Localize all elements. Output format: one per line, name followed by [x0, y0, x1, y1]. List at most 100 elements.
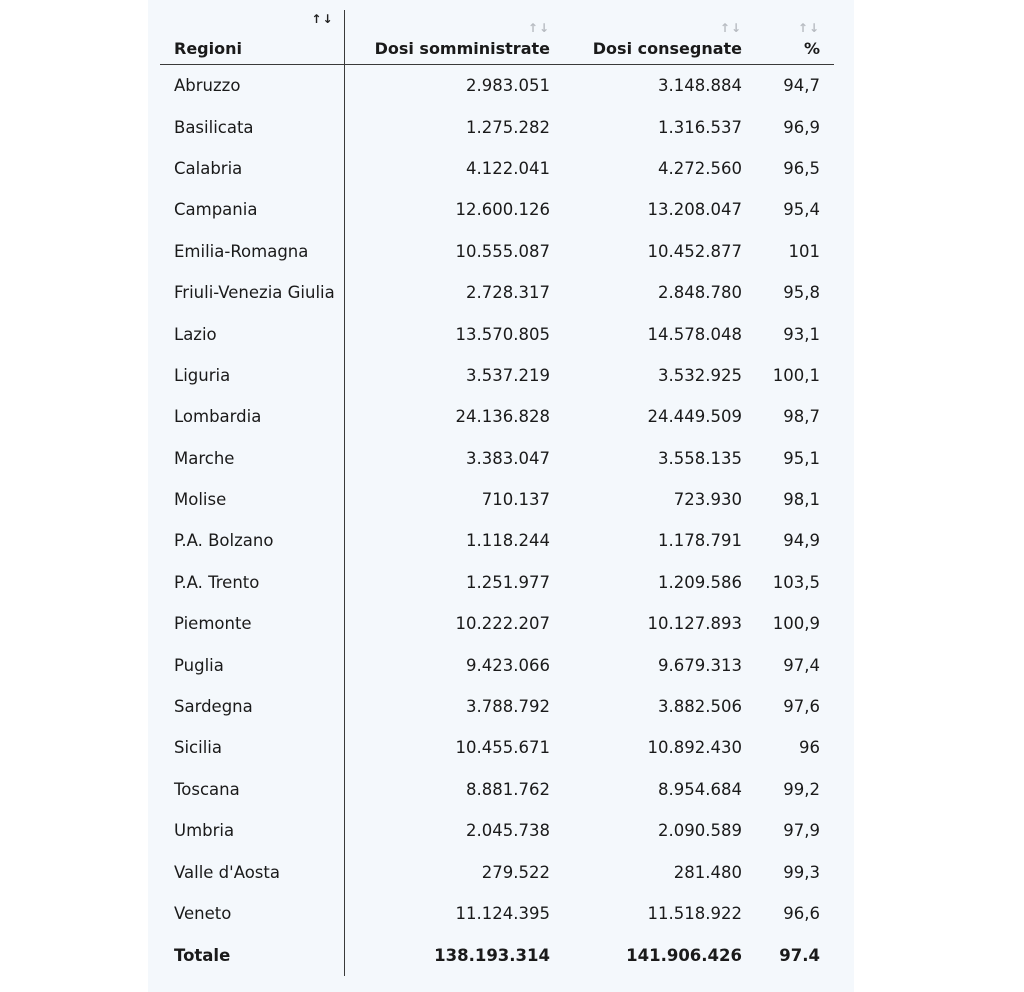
cell-somministrate: 10.455.671 — [455, 738, 550, 758]
column-header-consegnate[interactable]: ↑↓ Dosi consegnate — [564, 10, 756, 65]
column-header-label: % — [803, 39, 820, 58]
cell-regione: Marche — [160, 437, 345, 479]
cell-percent: 96,6 — [783, 904, 820, 923]
table-row: P.A. Trento 1.251.977 1.209.586 103,5 — [160, 561, 834, 604]
total-label: Totale — [160, 934, 345, 977]
cell-somministrate: 3.788.792 — [466, 697, 550, 717]
cell-consegnate: 11.518.922 — [647, 904, 742, 923]
cell-percent: 94,7 — [783, 76, 820, 96]
table-body: Abruzzo 2.983.051 3.148.884 94,7 Basilicata 1… — [160, 64, 834, 935]
vaccine-doses-table: ↑↓ Regioni ↑↓ Dosi somministrate ↑↓ Dosi… — [160, 10, 834, 977]
cell-consegnate: 8.954.684 — [658, 779, 742, 799]
table-row: Molise 710.137 723.930 98,1 — [160, 478, 834, 521]
cell-regione: Liguria — [160, 354, 345, 397]
table-total-row: Totale 138.193.314 141.906.426 97.4 — [160, 934, 834, 977]
cell-regione: Valle d'Aosta — [160, 851, 345, 893]
column-header-label: Dosi consegnate — [592, 39, 742, 58]
cell-somministrate: 24.136.828 — [455, 407, 550, 427]
table-row: Sicilia 10.455.671 10.892.430 96 — [160, 727, 834, 769]
cell-regione: Abruzzo — [160, 64, 345, 107]
cell-percent: 101 — [788, 241, 821, 261]
cell-regione: Sardegna — [160, 685, 345, 728]
sort-arrows-icon[interactable]: ↑↓ — [527, 21, 550, 35]
cell-consegnate: 2.848.780 — [658, 283, 742, 303]
cell-consegnate: 723.930 — [673, 490, 742, 510]
cell-percent: 97,4 — [783, 655, 820, 675]
sort-arrows-icon[interactable]: ↑↓ — [797, 21, 820, 35]
cell-somministrate: 1.118.244 — [466, 531, 550, 551]
cell-percent: 93,1 — [783, 324, 820, 344]
cell-consegnate: 1.316.537 — [658, 117, 742, 137]
cell-regione: Veneto — [160, 892, 345, 935]
cell-somministrate: 11.124.395 — [455, 904, 550, 923]
cell-consegnate: 3.558.135 — [658, 448, 742, 468]
cell-consegnate: 1.178.791 — [658, 531, 742, 551]
table-row: Sardegna 3.788.792 3.882.506 97,6 — [160, 685, 834, 728]
table-row: Marche 3.383.047 3.558.135 95,1 — [160, 437, 834, 479]
table-row: Campania 12.600.126 13.208.047 95,4 — [160, 189, 834, 231]
cell-consegnate: 9.679.313 — [658, 655, 742, 675]
cell-regione: Calabria — [160, 147, 345, 190]
cell-regione: Basilicata — [160, 106, 345, 148]
cell-percent: 97,6 — [783, 697, 820, 717]
table-row: Piemonte 10.222.207 10.127.893 100,9 — [160, 603, 834, 645]
cell-somministrate: 13.570.805 — [455, 324, 550, 344]
table-row: Basilicata 1.275.282 1.316.537 96,9 — [160, 106, 834, 148]
cell-consegnate: 3.882.506 — [658, 697, 742, 717]
table-row: Umbria 2.045.738 2.090.589 97,9 — [160, 810, 834, 852]
cell-percent: 100,9 — [772, 614, 820, 634]
table-row: P.A. Bolzano 1.118.244 1.178.791 94,9 — [160, 520, 834, 562]
cell-somministrate: 1.275.282 — [466, 117, 550, 137]
cell-regione: Emilia-Romagna — [160, 230, 345, 272]
cell-somministrate: 12.600.126 — [455, 200, 550, 220]
table-row: Lombardia 24.136.828 24.449.509 98,7 — [160, 396, 834, 438]
column-header-label: Dosi somministrate — [374, 39, 550, 58]
cell-regione: Friuli-Venezia Giulia — [160, 271, 345, 314]
cell-somministrate: 3.537.219 — [466, 365, 550, 385]
column-header-regioni[interactable]: ↑↓ Regioni — [160, 10, 345, 65]
cell-somministrate: 4.122.041 — [466, 158, 550, 178]
column-header-label: Regioni — [174, 39, 242, 58]
cell-regione: Campania — [160, 189, 345, 231]
cell-regione: Lazio — [160, 313, 345, 355]
cell-somministrate: 10.555.087 — [455, 241, 550, 261]
table-row: Abruzzo 2.983.051 3.148.884 94,7 — [160, 64, 834, 107]
cell-percent: 96,9 — [783, 117, 820, 137]
table-row: Puglia 9.423.066 9.679.313 97,4 — [160, 644, 834, 686]
cell-consegnate: 13.208.047 — [647, 200, 742, 220]
sort-arrows-icon[interactable]: ↑↓ — [311, 12, 334, 26]
table-row: Emilia-Romagna 10.555.087 10.452.877 101 — [160, 230, 834, 272]
table-row: Veneto 11.124.395 11.518.922 96,6 — [160, 892, 834, 935]
cell-somministrate: 279.522 — [481, 862, 550, 882]
column-header-somministrate[interactable]: ↑↓ Dosi somministrate — [344, 10, 564, 65]
cell-consegnate: 3.148.884 — [658, 76, 742, 96]
cell-somministrate: 2.983.051 — [466, 76, 550, 96]
cell-consegnate: 14.578.048 — [647, 324, 742, 344]
cell-percent: 95,8 — [783, 283, 820, 303]
cell-percent: 94,9 — [783, 531, 820, 551]
table-row: Toscana 8.881.762 8.954.684 99,2 — [160, 768, 834, 811]
cell-consegnate: 1.209.586 — [658, 572, 742, 592]
cell-somministrate: 8.881.762 — [466, 779, 550, 799]
cell-somministrate: 710.137 — [481, 490, 550, 510]
cell-somministrate: 1.251.977 — [466, 572, 550, 592]
cell-regione: Piemonte — [160, 603, 345, 645]
cell-percent: 100,1 — [772, 365, 820, 385]
sort-arrows-icon[interactable]: ↑↓ — [719, 21, 742, 35]
cell-percent: 103,5 — [772, 572, 820, 592]
cell-percent: 98,7 — [783, 407, 820, 427]
cell-somministrate: 9.423.066 — [466, 655, 550, 675]
cell-regione: Puglia — [160, 644, 345, 686]
cell-consegnate: 10.892.430 — [647, 738, 742, 758]
cell-somministrate: 10.222.207 — [455, 614, 550, 634]
cell-regione: P.A. Trento — [160, 561, 345, 604]
cell-percent: 96 — [799, 738, 820, 758]
cell-consegnate: 281.480 — [673, 862, 742, 882]
column-header-percent[interactable]: ↑↓ % — [756, 10, 834, 65]
cell-somministrate: 2.728.317 — [466, 283, 550, 303]
cell-somministrate: 3.383.047 — [466, 448, 550, 468]
cell-regione: Toscana — [160, 768, 345, 811]
table-row: Lazio 13.570.805 14.578.048 93,1 — [160, 313, 834, 355]
cell-percent: 99,3 — [783, 862, 820, 882]
cell-percent: 96,5 — [783, 158, 820, 178]
